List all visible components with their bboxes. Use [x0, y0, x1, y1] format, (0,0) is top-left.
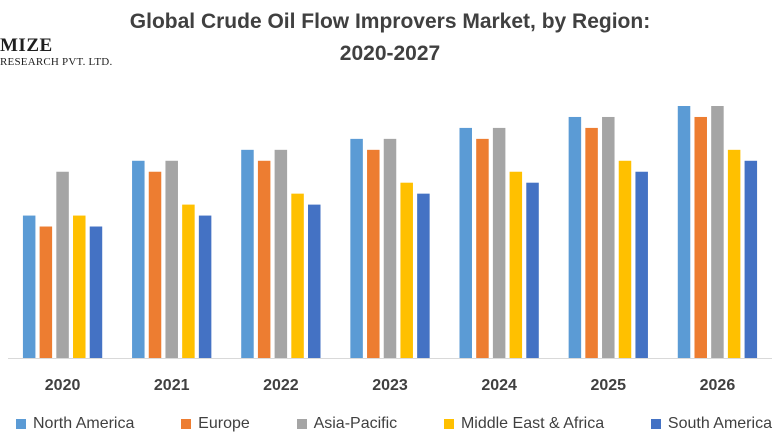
bar-2026-south-america: [744, 160, 758, 358]
bar-2021-europe: [148, 171, 162, 358]
bar-2025-middle-east-africa: [618, 160, 632, 358]
bar-2022-middle-east-africa: [291, 193, 304, 358]
x-tick-label: 2021: [154, 377, 190, 394]
x-tick-label: 2024: [481, 377, 517, 394]
bar-2023-middle-east-africa: [400, 182, 413, 358]
x-tick-label: 2020: [45, 377, 81, 394]
bar-2021-north-america: [132, 160, 145, 358]
legend-label: South America: [667, 415, 772, 432]
bar-2024-north-america: [459, 127, 472, 358]
bar-2023-asia-pacific: [383, 138, 397, 358]
bar-2025-asia-pacific: [602, 116, 615, 359]
legend-swatch: [650, 419, 661, 429]
bar-2021-middle-east-africa: [182, 204, 195, 358]
x-tick-label: 2026: [700, 377, 736, 394]
legend-swatch: [443, 419, 454, 429]
bar-2020-asia-pacific: [56, 171, 69, 358]
bar-2025-south-america: [635, 171, 648, 358]
bar-2023-europe: [367, 149, 380, 358]
legend-label: Middle East & Africa: [460, 415, 605, 432]
legend-label: North America: [33, 415, 135, 432]
legend-swatch: [16, 419, 26, 429]
legend-item: Middle East & Africa: [443, 415, 605, 433]
bar-2021-south-america: [198, 215, 212, 358]
bar-2020-south-america: [89, 226, 103, 358]
bar-2022-south-america: [308, 204, 321, 358]
bar-2026-north-america: [677, 106, 691, 358]
bar-2022-europe: [257, 160, 271, 358]
legend-item: Europe: [181, 415, 250, 433]
company-logo: MIZE RESEARCH PVT. LTD.: [0, 36, 112, 68]
bar-2020-europe: [39, 226, 53, 358]
logo-subtitle: RESEARCH PVT. LTD.: [0, 56, 113, 68]
chart-legend: North America Europe Asia-Pacific Middle Ea…: [0, 412, 780, 436]
legend-label: Europe: [198, 415, 250, 432]
chart-title-line-1: Global Crude Oil Flow Improvers Market, …: [129, 10, 651, 33]
bar-2025-north-america: [568, 116, 582, 359]
legend-item: South America: [650, 415, 772, 433]
bar-2023-north-america: [350, 138, 363, 358]
bar-2026-middle-east-africa: [727, 149, 741, 358]
legend-item: North America: [16, 415, 134, 433]
legend-label: Asia-Pacific: [313, 415, 398, 432]
bar-2021-asia-pacific: [165, 160, 178, 358]
bar-2024-asia-pacific: [492, 127, 506, 358]
chart-title: Global Crude Oil Flow Improvers Market, …: [0, 6, 780, 70]
bar-2024-europe: [476, 138, 489, 358]
bar-2020-north-america: [22, 215, 36, 358]
x-tick-label: 2023: [372, 377, 408, 394]
x-tick-label: 2025: [590, 377, 626, 394]
legend-item: Asia-Pacific: [296, 415, 398, 433]
bar-2023-south-america: [417, 193, 430, 358]
bar-2024-south-america: [526, 182, 539, 358]
chart-title-line-2: 2020-2027: [339, 42, 441, 65]
logo-brand: MIZE: [0, 35, 53, 56]
bar-2025-europe: [585, 127, 598, 358]
bar-2024-middle-east-africa: [509, 171, 523, 358]
x-tick-label: 2022: [263, 377, 299, 394]
legend-swatch: [296, 419, 307, 429]
bar-2026-asia-pacific: [711, 106, 724, 358]
bar-2022-asia-pacific: [274, 149, 288, 358]
bar-2020-middle-east-africa: [73, 215, 86, 358]
legend-swatch: [181, 419, 192, 429]
bar-2022-north-america: [241, 149, 254, 358]
bar-2026-europe: [694, 116, 707, 359]
